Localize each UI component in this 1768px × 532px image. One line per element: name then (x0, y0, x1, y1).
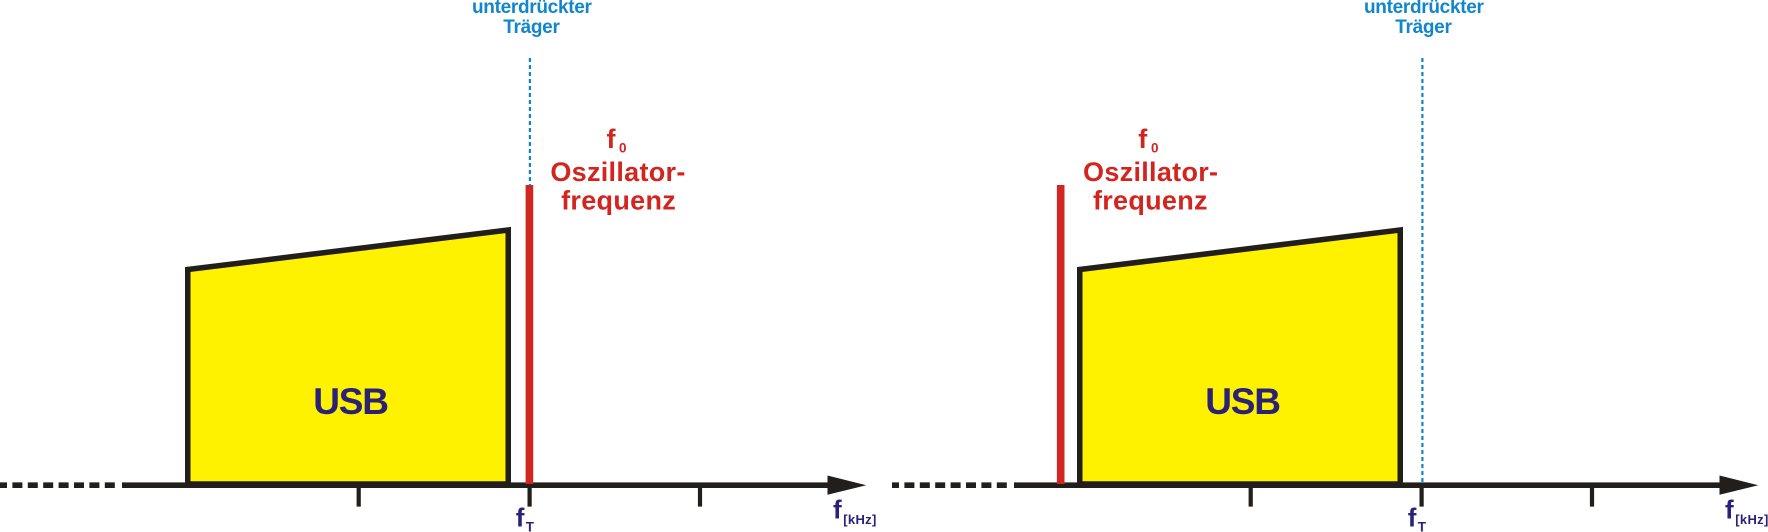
svg-text:Träger: Träger (1395, 17, 1452, 38)
svg-text:f: f (833, 495, 842, 525)
svg-text:frequenz: frequenz (1093, 185, 1208, 215)
svg-text:Oszillator-: Oszillator- (550, 157, 685, 187)
svg-text:USB: USB (1205, 381, 1280, 422)
svg-text:[kHz]: [kHz] (1735, 512, 1768, 527)
svg-text:[kHz]: [kHz] (843, 512, 876, 527)
svg-text:0: 0 (1151, 141, 1159, 156)
svg-text:USB: USB (313, 381, 388, 422)
svg-text:f: f (1725, 495, 1734, 525)
svg-text:T: T (1418, 519, 1427, 532)
svg-text:0: 0 (619, 141, 627, 156)
svg-text:Oszillator-: Oszillator- (1083, 157, 1218, 187)
svg-text:T: T (526, 519, 535, 532)
svg-text:Träger: Träger (503, 17, 560, 38)
svg-text:f: f (607, 124, 617, 154)
svg-text:unterdrückter: unterdrückter (472, 0, 593, 18)
svg-text:f: f (516, 503, 525, 532)
svg-text:frequenz: frequenz (561, 185, 676, 215)
svg-text:f: f (1138, 124, 1148, 154)
svg-text:unterdrückter: unterdrückter (1364, 0, 1485, 18)
svg-text:f: f (1408, 503, 1417, 532)
